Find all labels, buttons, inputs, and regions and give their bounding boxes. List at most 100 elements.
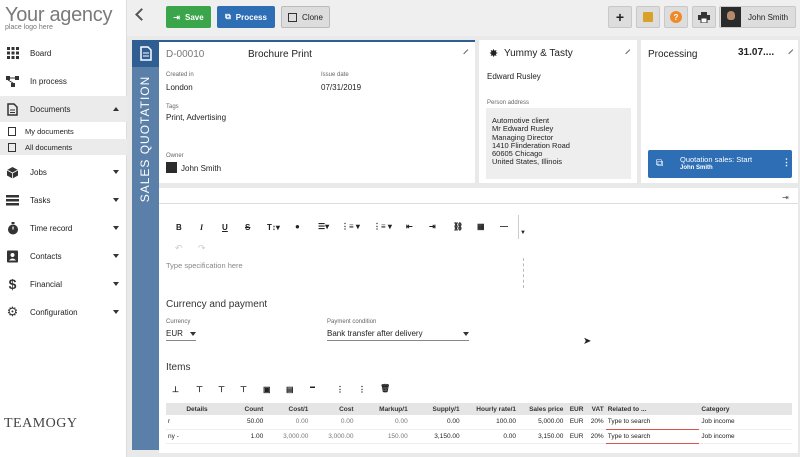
add-row-below-icon[interactable]: ⊤: [218, 385, 225, 394]
more-vert-icon[interactable]: ⋮: [358, 385, 366, 394]
italic-icon[interactable]: I: [200, 223, 204, 232]
print-button[interactable]: [692, 6, 716, 28]
process-button-label: Process: [235, 12, 267, 22]
stopwatch-icon: [6, 221, 19, 235]
table-icon[interactable]: ▦: [477, 222, 485, 231]
trash-icon[interactable]: 🗑: [380, 384, 391, 393]
printer-icon: [698, 11, 710, 23]
sidebar-item-jobs[interactable]: Jobs: [0, 159, 127, 185]
tags-value[interactable]: Print, Advertising: [166, 113, 227, 122]
owner-value[interactable]: John Smith: [181, 164, 222, 173]
add-button[interactable]: +: [608, 6, 632, 28]
contacts-icon: [6, 250, 19, 263]
cell-details[interactable]: r: [166, 415, 229, 430]
document-title[interactable]: Brochure Print: [248, 49, 312, 60]
cell-related[interactable]: Type to search: [605, 415, 700, 430]
process-title: Quotation sales: Start: [680, 155, 753, 164]
sidebar-item-label: Board: [30, 48, 52, 58]
insert-item-icon[interactable]: ▣: [263, 385, 271, 394]
created-in-value[interactable]: London: [166, 83, 193, 92]
save-button[interactable]: ⇥ Save: [166, 6, 211, 28]
redo-icon[interactable]: ↷: [198, 243, 206, 253]
undo-icon[interactable]: ↶: [175, 243, 183, 253]
sidebar-item-documents[interactable]: Documents: [0, 96, 127, 122]
calc-icon[interactable]: ▬: [310, 384, 315, 390]
status-label: Processing: [648, 49, 698, 60]
resize-handle[interactable]: [523, 258, 524, 288]
client-contact[interactable]: Edward Rusley: [487, 72, 541, 81]
sidebar-item-contacts[interactable]: Contacts: [0, 243, 127, 269]
cell-hourly[interactable]: 0.00: [461, 429, 519, 444]
more-vert-icon[interactable]: ⋮: [782, 157, 791, 167]
bold-icon[interactable]: B: [176, 223, 182, 232]
sidebar-item-tasks[interactable]: Tasks: [0, 187, 127, 213]
cell-cost1[interactable]: 3,000.00: [265, 429, 311, 444]
more-vert-icon[interactable]: ⋮: [336, 385, 344, 394]
chevron-down-icon: [113, 226, 119, 230]
client-name[interactable]: Yummy & Tasty: [504, 48, 573, 59]
sidebar-item-in-process[interactable]: In process: [0, 68, 127, 94]
specification-editor[interactable]: Type specification here: [166, 261, 243, 270]
chevron-down-icon[interactable]: ▼: [520, 230, 526, 236]
ordered-list-icon[interactable]: ⋮≡ ▾: [341, 222, 360, 231]
user-menu[interactable]: John Smith: [719, 6, 796, 28]
horizontal-rule-icon[interactable]: —: [500, 222, 508, 231]
color-drop-icon[interactable]: ●: [295, 222, 300, 231]
cell-details[interactable]: ny -: [166, 429, 229, 444]
flower-icon: ✸: [489, 48, 499, 60]
process-step-card[interactable]: ⧉ Quotation sales: Start John Smith ⋮: [648, 150, 792, 178]
add-row-icon[interactable]: ⊤: [196, 385, 203, 394]
sidebar-subitem-label: My documents: [25, 126, 74, 136]
outdent-icon[interactable]: ⇤: [406, 222, 413, 231]
clone-button[interactable]: Clone: [281, 6, 330, 28]
cell-count[interactable]: 50.00: [228, 415, 266, 430]
mouse-cursor: ➤: [583, 336, 592, 347]
payment-condition-select[interactable]: Bank transfer after delivery: [327, 327, 469, 341]
cell-count[interactable]: 1.00: [228, 429, 266, 444]
tags-label: Tags: [166, 104, 179, 110]
collapse-icon[interactable]: ⇥: [782, 193, 789, 202]
clone-button-label: Clone: [302, 12, 323, 22]
issue-date-value[interactable]: 07/31/2019: [321, 83, 362, 92]
currency-select[interactable]: EUR: [166, 327, 196, 341]
document-icon: [132, 40, 159, 67]
indent-icon[interactable]: ⇥: [429, 222, 436, 231]
cell-vat[interactable]: 20%: [585, 429, 606, 444]
cell-currency: EUR: [565, 415, 586, 430]
cell-vat[interactable]: 20%: [585, 415, 606, 430]
align-icon[interactable]: ☰▾: [318, 222, 330, 231]
import-items-icon[interactable]: ▤: [286, 385, 294, 394]
col-hourly-rate: Hourly rate/1: [461, 403, 519, 415]
sidebar-item-configuration[interactable]: ⚙ Configuration: [0, 299, 127, 325]
chevron-down-icon: [113, 198, 119, 202]
link-icon[interactable]: ⛓: [453, 222, 464, 231]
strikethrough-icon[interactable]: S: [245, 223, 251, 232]
process-button[interactable]: ⧉ Process: [217, 6, 275, 28]
cell-category[interactable]: Job income: [699, 429, 792, 444]
underline-icon[interactable]: U: [222, 223, 228, 232]
sidebar-subitem-my-documents[interactable]: My documents: [0, 123, 127, 139]
sidebar-item-time-record[interactable]: Time record: [0, 215, 127, 241]
cell-cost1[interactable]: 0.00: [265, 415, 311, 430]
cell-markup[interactable]: 0.00: [355, 415, 410, 430]
help-button[interactable]: ?: [664, 6, 688, 28]
cell-markup[interactable]: 150.00: [355, 429, 410, 444]
brand-logo: TEAMOGY: [4, 416, 78, 431]
cell-related[interactable]: Type to search: [605, 429, 700, 444]
payment-condition-label: Payment condition: [327, 319, 377, 325]
add-row-above-icon[interactable]: ⊥: [172, 385, 179, 394]
table-row[interactable]: ny - 1.00 3,000.00 3,000.00 150.00 3,150…: [166, 429, 792, 444]
cell-category[interactable]: Job income: [699, 415, 792, 430]
sidebar-item-label: Contacts: [30, 251, 62, 261]
address-line: Managing Director: [492, 132, 554, 142]
sidebar-item-financial[interactable]: $ Financial: [0, 271, 127, 297]
sidebar-item-board[interactable]: Board: [0, 40, 127, 66]
divider: [159, 203, 798, 204]
add-subtotal-icon[interactable]: ⊤: [240, 385, 247, 394]
sidebar-subitem-all-documents[interactable]: All documents: [0, 139, 127, 155]
cell-hourly[interactable]: 100.00: [461, 415, 519, 430]
notes-button[interactable]: [636, 6, 660, 28]
unordered-list-icon[interactable]: ⋮≡ ▾: [373, 222, 392, 231]
table-row[interactable]: r 50.00 0.00 0.00 0.00 0.00 100.00 5,000…: [166, 415, 792, 430]
font-size-icon[interactable]: T↕▾: [267, 223, 280, 232]
